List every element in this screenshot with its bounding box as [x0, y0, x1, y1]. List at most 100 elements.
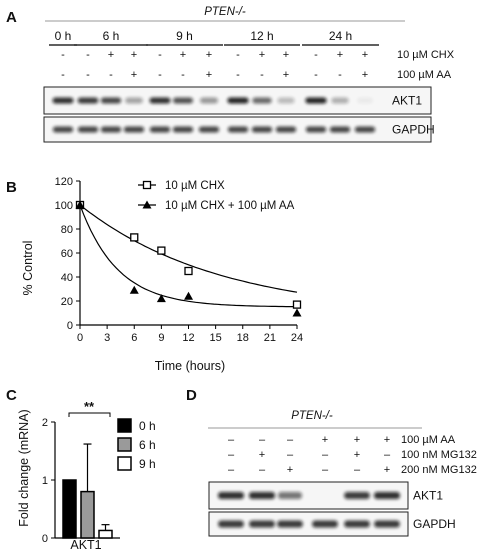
panel-a-band	[227, 97, 249, 104]
panel-c-bar	[98, 529, 113, 539]
panel-a-genotype-text: PTEN-/-	[204, 6, 246, 18]
panel-b-point-chx-aa	[292, 308, 302, 317]
panel-a-sign: -	[158, 49, 162, 61]
panel-b-x-tick-label: 18	[237, 332, 249, 344]
panel-d-sign: –	[287, 449, 294, 461]
panel-c-category: AKT1	[70, 538, 101, 552]
panel-a-band	[357, 97, 373, 104]
panel-a-timepoint: 12 h	[250, 29, 273, 43]
panel-d-sign: –	[259, 464, 266, 476]
panel-a-band	[305, 97, 327, 104]
panel-a-band	[149, 126, 171, 133]
panel-a-band	[172, 126, 194, 133]
panel-d-sign: –	[322, 449, 329, 461]
panel-d-sign: –	[322, 464, 329, 476]
panel-a-sign: -	[109, 69, 113, 81]
panel-a-sign: -	[86, 49, 90, 61]
panel-a-band	[305, 126, 327, 133]
panel-c-bar	[80, 490, 95, 539]
panel-a-sign: +	[337, 49, 343, 61]
panel-c-y-tick-label: 1	[42, 475, 48, 487]
panel-b-y-tick-label: 60	[61, 248, 73, 260]
panel-b-x-tick-label: 9	[158, 332, 164, 344]
panel-d-sign: +	[384, 464, 390, 476]
panel-c-legend-swatch	[117, 456, 132, 471]
panel-a-sign: -	[236, 69, 240, 81]
panel-d-sign: –	[287, 434, 294, 446]
panel-a-band	[125, 97, 143, 104]
panel-b-point-chx	[142, 180, 152, 190]
panel-a-blot-label: AKT1	[392, 94, 422, 108]
panel-b-x-tick-label: 0	[77, 332, 83, 344]
panel-a-sign: +	[108, 49, 114, 61]
panel-a-band	[123, 126, 145, 133]
panel-a-band	[172, 97, 194, 104]
panel-b-chart: 0 3 6 9 12 15 18 21 24 0 20 40 60 80 100 120 10 µM CHX 1…	[21, 176, 303, 373]
panel-b-fit-curve	[79, 204, 298, 293]
panel-a-treatment-label: 100 µM AA	[397, 69, 452, 81]
panel-d-blot-label: GAPDH	[413, 517, 456, 531]
panel-a-sign: -	[314, 69, 318, 81]
panel-b-x-tick-label: 12	[182, 332, 194, 344]
panel-b-point-chx	[184, 266, 193, 276]
panel-a-timepoint: 0 h	[55, 29, 72, 43]
panel-a-sign: -	[314, 49, 318, 61]
panel-d-band	[249, 492, 275, 499]
panel-b-legend-label: 10 µM CHX + 100 µM AA	[165, 200, 295, 212]
panel-d-sign: –	[259, 434, 266, 446]
panel-b-fit-curve	[79, 204, 298, 308]
panel-b-point-chx-aa	[142, 200, 152, 209]
panel-b-legend-label: 10 µM CHX	[165, 180, 225, 192]
panel-b-x-tick-label: 21	[264, 332, 276, 344]
panel-a-band	[52, 126, 74, 133]
panel-b-y-tick-label: 20	[61, 296, 73, 308]
panel-d-genotype: PTEN-/-	[291, 410, 333, 422]
panel-b-y-tick-label: 120	[55, 176, 73, 188]
panel-a-band	[100, 97, 122, 104]
panel-d-band	[218, 520, 244, 528]
panel-b-x-tick-label: 24	[291, 332, 303, 344]
panel-c-legend-label: 6 h	[139, 438, 156, 452]
panel-b-point-chx-aa	[184, 291, 193, 300]
panel-d-band	[278, 492, 302, 499]
panel-a-sign: -	[61, 69, 65, 81]
panel-a-band	[52, 97, 74, 104]
panel-b-point-chx	[130, 233, 139, 242]
panel-a-band	[77, 126, 99, 133]
panel-a-sign: -	[61, 49, 65, 61]
panel-c-legend-swatch	[117, 437, 132, 452]
panel-d-band	[374, 492, 400, 499]
panel-c-ylabel: Fold change (mRNA)	[17, 409, 31, 526]
panel-a-band	[275, 126, 297, 133]
panel-d-blot-label: AKT1	[413, 489, 443, 503]
panel-b-x-tick-label: 6	[131, 332, 137, 344]
panel-b-ylabel: % Control	[21, 241, 35, 296]
panel-d-band	[312, 520, 338, 528]
panel-d-band	[374, 520, 400, 528]
panel-b-point-chx-aa	[75, 200, 85, 209]
panel-d-sign: –	[228, 434, 235, 446]
panel-a-band	[199, 97, 219, 104]
panel-a-timepoint: 24 h	[329, 29, 352, 43]
panel-a-sign: -	[260, 69, 264, 81]
panel-d-band	[344, 492, 370, 499]
panel-c-chart: 0 1 2 0 h 6 h 9 h Fold change (mRNA) AKT1 **	[17, 399, 156, 552]
panel-b-xlabel: Time (hours)	[155, 359, 225, 373]
panel-d-band	[249, 520, 275, 528]
panel-a-sign: +	[283, 49, 289, 61]
panel-d-sign: +	[322, 434, 328, 446]
panel-a-band	[100, 126, 122, 133]
panel-b-x-tick-label: 3	[104, 332, 110, 344]
panel-a-band	[277, 97, 295, 104]
panel-c-legend-swatch	[117, 418, 132, 433]
panel-b-x-tick-label: 15	[210, 332, 222, 344]
panel-a-band	[198, 126, 220, 133]
panel-a-band	[227, 126, 249, 133]
panel-label-c: C	[6, 387, 17, 404]
panel-c-significance-bracket	[68, 412, 111, 417]
panel-c-y-tick-label: 0	[42, 533, 48, 545]
panel-a-band	[329, 126, 351, 133]
panel-d-band	[344, 520, 370, 528]
panel-c-legend-label: 9 h	[139, 457, 156, 471]
